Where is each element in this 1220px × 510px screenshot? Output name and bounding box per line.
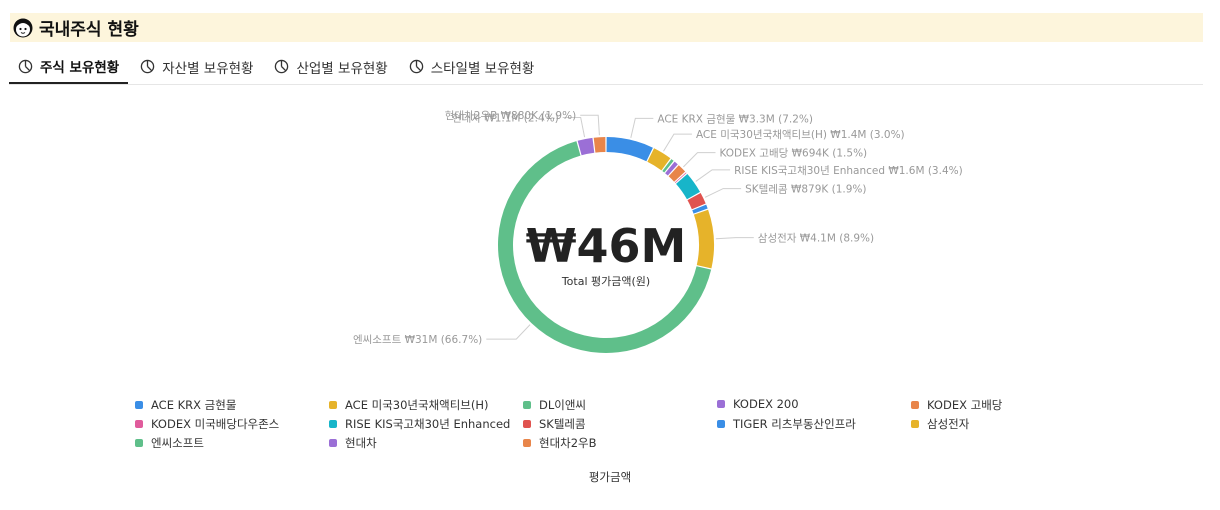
tab-asset-holdings[interactable]: 자산별 보유현황 [131,50,262,83]
donut-slice[interactable] [662,159,674,173]
donut-slice[interactable] [647,148,671,171]
leader-line [715,237,754,240]
legend-swatch [717,420,725,428]
legend-swatch [523,439,531,447]
legend-label: 현대차 [345,436,377,450]
tab-stock-holdings[interactable]: 주식 보유현황 [9,50,129,84]
leader-line [704,188,742,198]
legend-item[interactable]: KODEX 200 [717,397,799,411]
legend-item[interactable]: TIGER 리츠부동산인프라 [717,416,856,432]
legend-label: TIGER 리츠부동산인프라 [733,417,856,431]
leader-line [695,169,731,182]
tab-label: 자산별 보유현황 [162,60,254,77]
slice-label: SK텔레콤 ₩879K (1.9%) [745,184,866,196]
leader-line [562,116,586,138]
donut-slice[interactable] [668,165,686,182]
slice-label: RISE KIS국고채30년 Enhanced ₩1.6M (3.4%) [734,165,963,177]
slice-label: 엔씨소프트 ₩31M (66.7%) [353,334,482,346]
legend-item[interactable]: KODEX 미국배당다우존스 [135,416,279,432]
donut-slice[interactable] [674,172,687,183]
donut-slice[interactable] [676,173,700,200]
donut-slice[interactable] [577,137,595,156]
legend-label: 삼성전자 [927,417,970,431]
legend-swatch [329,439,337,447]
legend-swatch [717,400,725,408]
tab-style-holdings[interactable]: 스타일별 보유현황 [400,50,544,83]
slice-label: 삼성전자 ₩4.1M (8.9%) [758,233,874,245]
page-header: 국내주식 현황 [10,13,1203,42]
avatar-icon [13,18,33,37]
legend-label: DL이앤씨 [539,398,587,412]
legend-swatch [911,420,919,428]
legend-swatch [135,439,143,447]
donut-slice[interactable] [593,137,606,153]
page-title: 국내주식 현황 [39,20,139,40]
legend-item[interactable]: DL이앤씨 [523,397,586,413]
legend-label: RISE KIS국고채30년 Enhanced [345,417,511,431]
legend-item[interactable]: ACE KRX 금현물 [135,397,236,413]
legend-item[interactable]: KODEX 고배당 [911,397,1002,413]
tab-label: 스타일별 보유현황 [430,60,535,77]
donut-chart: ACE KRX 금현물 ₩3.3M (7.2%) ACE 미국30년국채액티브(H… [353,110,963,354]
leader-line [663,133,692,152]
legend-label: KODEX 200 [733,397,799,411]
donut-slice[interactable] [692,204,708,214]
legend-item[interactable]: 현대차2우B [523,435,597,451]
tab-label: 산업별 보유현황 [296,60,388,77]
legend-swatch [911,401,919,409]
pie-chart-icon [140,59,155,74]
legend-label: KODEX 고배당 [927,398,1003,412]
leader-line [630,117,654,138]
legend-item[interactable]: 엔씨소프트 [135,435,204,451]
slice-label: KODEX 고배당 ₩694K (1.5%) [719,148,867,160]
donut-slice[interactable] [606,137,653,162]
center-value: ₩46M [526,219,687,273]
leader-line [683,152,716,168]
pie-chart-icon [275,59,289,74]
donut-slice[interactable] [693,209,714,269]
legend-label: ACE KRX 금현물 [151,398,237,412]
legend-label: 현대차2우B [539,436,597,450]
slice-label: ACE 미국30년국채액티브(H) ₩1.4M (3.0%) [696,129,905,141]
slice-label: ACE KRX 금현물 ₩3.3M (7.2%) [657,113,813,125]
center-label: Total 평가금액(원) [561,275,650,288]
legend-item[interactable]: SK텔레콤 [523,416,586,432]
donut-slice[interactable] [687,192,706,210]
legend-label: SK텔레콤 [539,417,586,431]
pie-chart-icon [409,59,423,74]
x-axis-label: 평가금액 [588,470,632,484]
leader-line [580,114,600,136]
pie-chart-icon [18,59,33,73]
legend-item[interactable]: 삼성전자 [911,416,969,432]
tab-label: 주식 보유현황 [40,60,120,76]
legend-label: 엔씨소프트 [151,436,204,450]
donut-slice[interactable] [665,161,678,176]
legend-item[interactable]: ACE 미국30년국채액티브(H) [329,397,489,413]
legend-item[interactable]: 현대차 [329,435,377,451]
slice-label: 현대차2우B ₩880K (1.9%) [445,110,576,122]
legend-label: ACE 미국30년국채액티브(H) [345,398,489,412]
legend-swatch [523,420,531,428]
legend-swatch [329,420,337,428]
slice-label: 현대차 ₩1.1M (2.4%) [452,112,559,124]
tab-bar: 주식 보유현황 자산별 보유현황 산업별 보유현황 스타일별 보유현황 [9,50,1203,85]
legend-label: KODEX 미국배당다우존스 [151,417,280,431]
leader-line [486,324,531,340]
legend-swatch [135,420,143,428]
legend-swatch [523,401,531,409]
legend-swatch [135,401,143,409]
legend-swatch [329,401,337,409]
legend-item[interactable]: RISE KIS국고채30년 Enhanced [329,416,510,432]
tab-industry-holdings[interactable]: 산업별 보유현황 [265,50,396,83]
